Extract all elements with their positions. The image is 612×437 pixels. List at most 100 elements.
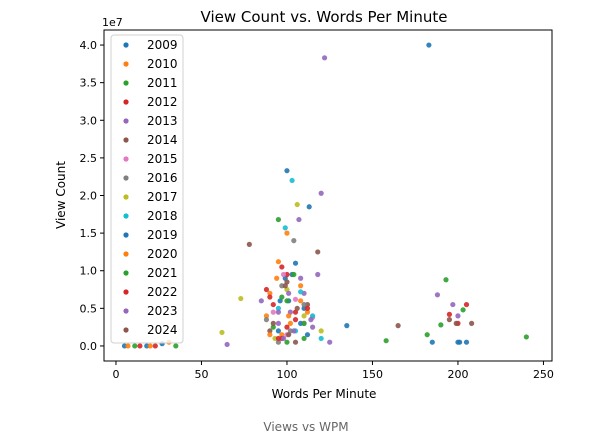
scatter-point <box>443 277 449 283</box>
scatter-point <box>275 320 282 326</box>
scatter-point <box>292 260 299 266</box>
scatter-point <box>263 313 270 319</box>
scatter-point <box>298 283 304 289</box>
scatter-point <box>455 339 461 345</box>
scatter-point <box>318 190 324 196</box>
scatter-point <box>315 271 321 278</box>
scatter-point <box>132 343 138 349</box>
scatter-point <box>294 305 300 311</box>
legend-marker <box>123 327 129 333</box>
legend-marker <box>123 156 129 162</box>
legend-marker <box>123 213 129 219</box>
scatter-point <box>460 307 466 313</box>
legend-marker <box>123 251 129 257</box>
scatter-point <box>296 216 302 223</box>
scatter-point <box>275 309 282 315</box>
legend-label: 2016 <box>147 171 178 185</box>
scatter-point <box>280 335 287 342</box>
scatter-point <box>304 305 311 311</box>
scatter-point <box>310 324 316 330</box>
scatter-point <box>438 322 444 328</box>
scatter-point <box>274 275 280 281</box>
scatter-point <box>275 339 282 345</box>
y-tick-label: 0.0 <box>80 340 98 353</box>
legend-marker <box>123 61 129 67</box>
scatter-point <box>455 313 461 319</box>
scatter-point <box>267 332 273 338</box>
scatter-point <box>318 328 324 334</box>
scatter-point <box>315 249 321 255</box>
legend-label: 2018 <box>147 209 178 223</box>
scatter-point <box>246 241 252 247</box>
legend-marker <box>123 175 129 181</box>
y-tick-label: 3.5 <box>80 77 98 90</box>
y-tick-label: 2.5 <box>80 152 98 165</box>
x-tick-label: 250 <box>533 368 554 381</box>
scatter-point <box>270 301 276 308</box>
scatter-point <box>267 328 273 334</box>
y-tick-label: 1.5 <box>80 227 98 240</box>
legend-label: 2017 <box>147 190 178 204</box>
y-tick-label: 3.0 <box>80 114 98 127</box>
x-tick-label: 150 <box>362 368 383 381</box>
scatter-point <box>286 290 292 296</box>
scatter-point <box>327 339 333 345</box>
points-layer <box>121 42 529 349</box>
scatter-point <box>263 317 270 323</box>
scatter-point <box>286 332 292 338</box>
scatter-point <box>275 216 282 223</box>
scatter-point <box>289 177 295 184</box>
legend-marker <box>123 99 129 105</box>
scatter-point <box>294 201 300 208</box>
scatter-point <box>469 320 475 326</box>
legend-marker <box>123 194 129 200</box>
scatter-point <box>523 334 529 340</box>
scatter-point <box>137 343 143 349</box>
scatter-point <box>450 301 456 308</box>
y-axis: 0.0 0.5 1.0 1.5 2.0 2.5 3.0 3.5 4.0 <box>80 39 104 353</box>
scatter-point <box>284 168 290 174</box>
scatter-point <box>306 204 312 210</box>
legend-label: 2021 <box>147 266 178 280</box>
legend-marker <box>123 42 129 48</box>
scatter-point <box>282 283 288 289</box>
scatter-point <box>463 301 470 308</box>
scatter-point <box>270 320 276 326</box>
scatter-point <box>275 259 282 265</box>
legend-label: 2013 <box>147 114 178 128</box>
scatter-point <box>304 309 311 315</box>
scatter-point <box>298 275 304 281</box>
scatter-point <box>429 339 435 345</box>
x-tick-label: 50 <box>194 368 208 381</box>
scatter-point <box>463 339 470 345</box>
figure-caption: Views vs WPM <box>263 420 349 434</box>
scatter-point <box>238 295 244 302</box>
scatter-point <box>279 294 285 300</box>
scatter-point <box>292 339 299 345</box>
y-axis-multiplier: 1e7 <box>102 16 123 29</box>
legend-label: 2010 <box>147 57 178 71</box>
x-axis-label: Words Per Minute <box>272 387 377 401</box>
scatter-point <box>282 225 288 231</box>
scatter-point <box>446 317 453 323</box>
scatter-point <box>287 320 293 326</box>
scatter-point <box>318 335 324 342</box>
legend-marker <box>123 137 129 143</box>
legend-label: 2015 <box>147 152 178 166</box>
scatter-point <box>292 296 299 302</box>
scatter-point <box>301 320 307 326</box>
legend-marker <box>123 289 129 295</box>
chart-title: View Count vs. Words Per Minute <box>201 8 448 26</box>
scatter-point <box>270 324 276 330</box>
scatter-point <box>280 271 287 278</box>
scatter-point <box>301 335 307 342</box>
scatter-point <box>344 323 350 329</box>
legend-label: 2011 <box>147 76 178 90</box>
scatter-point <box>298 289 304 295</box>
scatter-point <box>301 301 307 308</box>
legend-label: 2020 <box>147 247 178 261</box>
scatter-point <box>446 311 453 317</box>
scatter-chart: View Count vs. Words Per Minute 1e7 0 50 1… <box>54 8 554 401</box>
scatter-point <box>424 332 430 338</box>
legend-label: 2023 <box>147 304 178 318</box>
